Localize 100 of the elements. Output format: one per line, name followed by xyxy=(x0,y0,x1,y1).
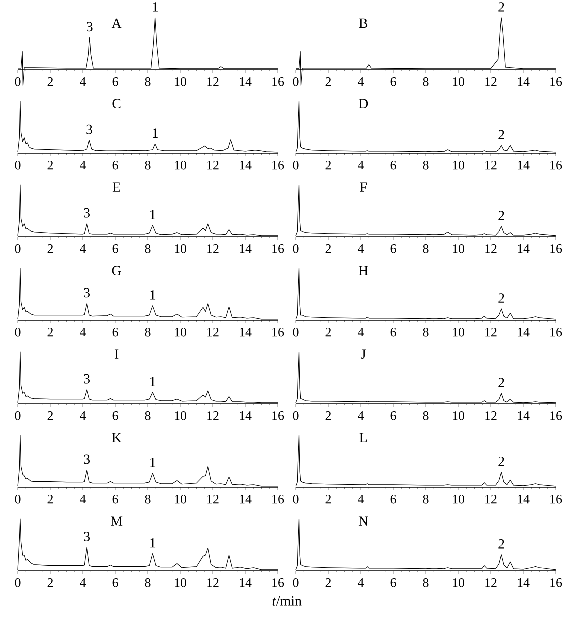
x-tick-label: 10 xyxy=(175,412,186,420)
annotation: 3 xyxy=(84,208,90,218)
x-tick-label: 2 xyxy=(326,412,332,420)
chart-title: J xyxy=(361,350,366,359)
x-tick-label: 12 xyxy=(208,578,219,588)
annotation: 1 xyxy=(150,538,156,548)
x-tick-label: 8 xyxy=(145,495,151,504)
annotation: 3 xyxy=(84,454,90,464)
x-tick-label: 10 xyxy=(175,78,186,86)
x-tick-label: 4 xyxy=(358,161,364,170)
x-tick-label: 8 xyxy=(423,161,429,170)
x-tick-label: 14 xyxy=(518,328,530,337)
x-tick-label: 2 xyxy=(48,412,54,420)
x-tick-label: 10 xyxy=(453,578,464,588)
x-tick-label: 16 xyxy=(272,328,284,337)
x-tick-label: 12 xyxy=(486,578,497,588)
chart-title: N xyxy=(358,516,368,526)
x-tick-label: 10 xyxy=(453,78,464,86)
x-tick-label: 14 xyxy=(240,328,252,337)
x-tick-label: 4 xyxy=(80,161,86,170)
x-tick-label: 12 xyxy=(208,412,219,420)
annotation: 2 xyxy=(498,456,504,466)
x-tick-label: 14 xyxy=(240,78,252,86)
x-tick-label: 12 xyxy=(486,328,497,337)
chart-title: D xyxy=(358,99,368,108)
x-tick-label: 6 xyxy=(390,161,396,170)
x-tick-label: 4 xyxy=(80,578,86,588)
x-tick-label: 4 xyxy=(358,78,364,86)
x-tick-label: 6 xyxy=(390,328,396,337)
x-tick-label: 16 xyxy=(550,412,562,420)
x-tick-label: 10 xyxy=(175,578,186,588)
x-tick-label: 4 xyxy=(80,412,86,420)
annotation: 3 xyxy=(84,374,90,384)
x-tick-label: 8 xyxy=(145,412,151,420)
x-tick-label: 0 xyxy=(15,328,21,337)
x-tick-label: 16 xyxy=(272,412,284,420)
annotation: 1 xyxy=(150,458,156,468)
x-tick-label: 4 xyxy=(358,328,364,337)
annotation: 3 xyxy=(84,288,90,298)
x-tick-label: 10 xyxy=(175,161,186,170)
x-tick-label: 8 xyxy=(423,495,429,504)
annotation: 1 xyxy=(150,290,156,300)
annotation: 1 xyxy=(150,377,156,386)
chart-title: L xyxy=(360,433,368,442)
x-tick-label: 16 xyxy=(272,244,284,254)
x-tick-label: 12 xyxy=(486,161,497,170)
x-tick-label: 14 xyxy=(518,78,530,86)
x-tick-label: 4 xyxy=(80,495,86,504)
x-tick-label: 10 xyxy=(453,244,464,254)
x-tick-label: 6 xyxy=(112,244,118,254)
x-tick-label: 6 xyxy=(390,78,396,86)
x-tick-label: 12 xyxy=(208,161,219,170)
annotation: 1 xyxy=(153,128,158,138)
chart-title: C xyxy=(112,99,121,109)
x-tick-label: 6 xyxy=(390,495,396,504)
x-tick-label: 0 xyxy=(15,412,21,420)
x-tick-label: 14 xyxy=(240,161,252,170)
chart-title: E xyxy=(112,182,120,192)
x-tick-label: 2 xyxy=(48,578,54,588)
x-tick-label: 12 xyxy=(208,244,219,254)
x-tick-label: 10 xyxy=(453,161,464,170)
x-tick-label: 4 xyxy=(358,244,364,254)
x-tick-label: 16 xyxy=(550,78,562,86)
x-tick-label: 8 xyxy=(145,78,151,86)
x-tick-label: 14 xyxy=(240,412,252,420)
x-tick-label: 4 xyxy=(80,244,86,254)
x-tick-label: 16 xyxy=(272,495,284,504)
x-tick-label: 10 xyxy=(453,495,464,504)
x-tick-label: 0 xyxy=(15,578,21,588)
x-tick-label: 6 xyxy=(112,328,118,337)
x-tick-label: 14 xyxy=(518,161,530,170)
x-tick-label: 8 xyxy=(145,244,151,254)
x-tick-label: 0 xyxy=(15,244,21,254)
x-tick-label: 10 xyxy=(175,495,186,504)
x-tick-label: 8 xyxy=(423,328,429,337)
chart-title: M xyxy=(111,516,123,526)
x-tick-label: 0 xyxy=(293,244,299,254)
x-tick-label: 10 xyxy=(453,412,464,420)
x-tick-label: 8 xyxy=(145,328,151,337)
x-tick-label: 14 xyxy=(518,578,530,588)
chart-title: K xyxy=(112,433,122,442)
x-tick-label: 8 xyxy=(145,578,151,588)
x-tick-label: 16 xyxy=(272,78,284,86)
x-tick-label: 8 xyxy=(423,578,429,588)
x-tick-label: 2 xyxy=(48,328,54,337)
x-tick-label: 2 xyxy=(326,328,332,337)
x-tick-label: 4 xyxy=(80,328,86,337)
x-tick-label: 0 xyxy=(15,495,21,504)
x-tick-label: 14 xyxy=(518,412,530,420)
x-tick-label: 6 xyxy=(112,412,118,420)
x-tick-label: 6 xyxy=(390,578,396,588)
x-tick-label: 12 xyxy=(208,495,219,504)
x-tick-label: 2 xyxy=(326,78,332,86)
x-tick-label: 8 xyxy=(423,244,429,254)
x-tick-label: 2 xyxy=(48,495,54,504)
x-tick-label: 0 xyxy=(15,78,21,86)
x-tick-label: 14 xyxy=(240,244,252,254)
x-tick-label: 4 xyxy=(358,495,364,504)
chart-title: A xyxy=(112,18,122,28)
x-tick-label: 10 xyxy=(453,328,464,337)
